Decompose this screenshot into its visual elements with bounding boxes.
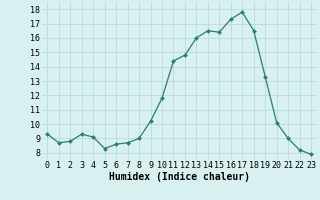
X-axis label: Humidex (Indice chaleur): Humidex (Indice chaleur) — [109, 172, 250, 182]
